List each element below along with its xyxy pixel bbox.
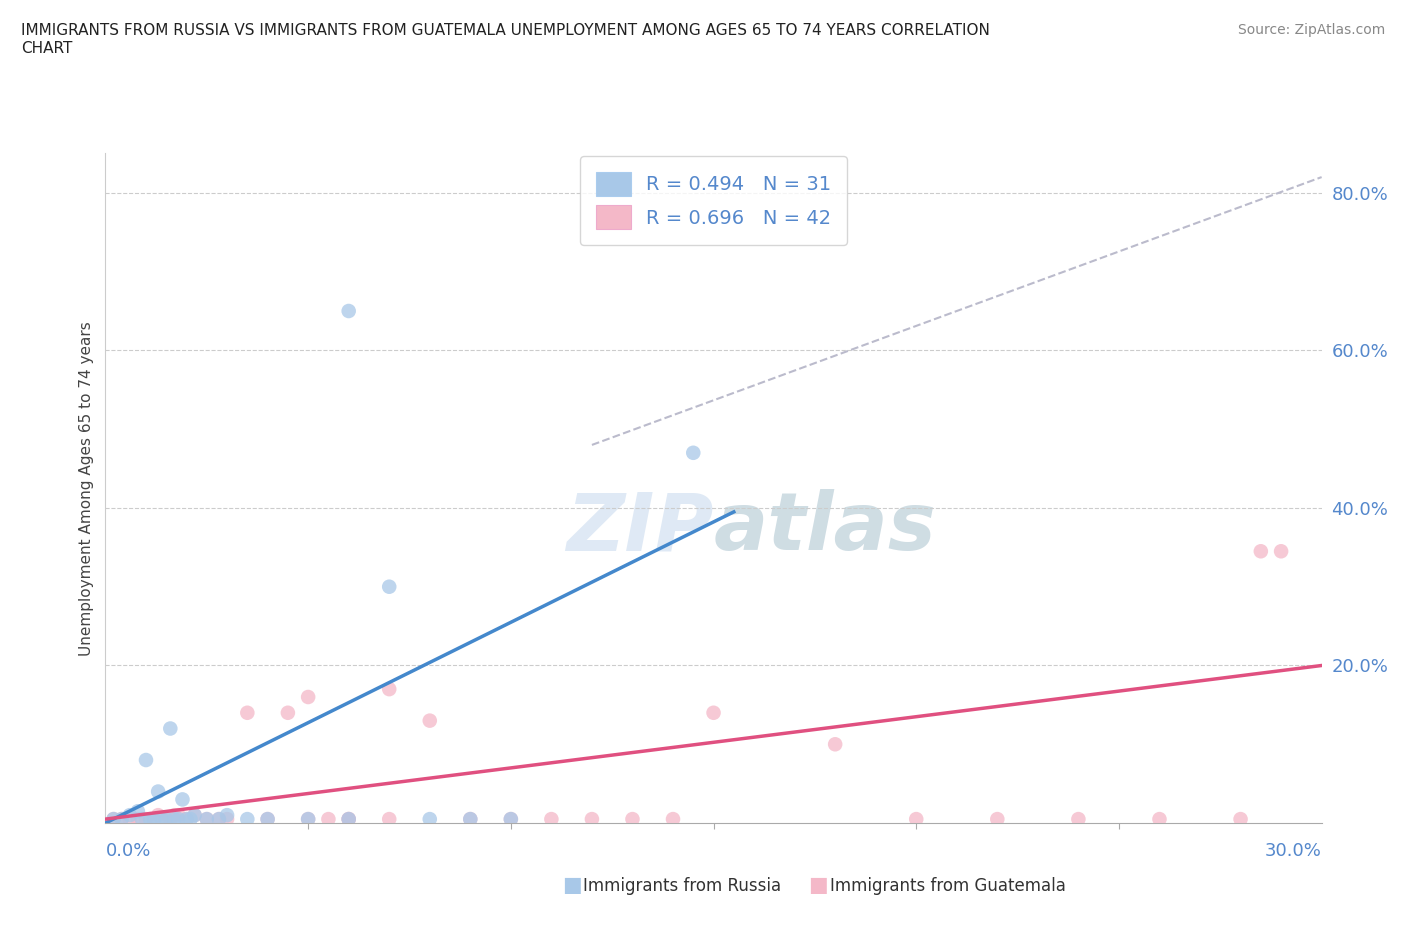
- Point: [195, 812, 218, 827]
- Point: [217, 808, 239, 823]
- Point: [986, 812, 1008, 827]
- Legend: R = 0.494   N = 31, R = 0.696   N = 42: R = 0.494 N = 31, R = 0.696 N = 42: [581, 156, 846, 245]
- Point: [824, 737, 846, 751]
- Point: [297, 812, 319, 827]
- Point: [127, 812, 149, 827]
- Point: [1270, 544, 1292, 559]
- Point: [143, 812, 166, 827]
- Point: [146, 784, 169, 799]
- Point: [208, 812, 231, 827]
- Point: [135, 812, 157, 827]
- Point: [1229, 812, 1251, 827]
- Point: [499, 812, 522, 827]
- Point: [146, 808, 169, 823]
- Point: [419, 812, 441, 827]
- Point: [180, 812, 202, 827]
- Point: [337, 303, 360, 318]
- Point: [540, 812, 562, 827]
- Point: [297, 812, 319, 827]
- Point: [127, 804, 149, 818]
- Point: [163, 812, 186, 827]
- Text: 0.0%: 0.0%: [105, 842, 150, 859]
- Point: [702, 705, 725, 720]
- Point: [155, 812, 177, 827]
- Point: [236, 812, 259, 827]
- Point: [337, 812, 360, 827]
- Point: [150, 812, 173, 827]
- Text: ■: ■: [808, 874, 828, 895]
- Text: IMMIGRANTS FROM RUSSIA VS IMMIGRANTS FROM GUATEMALA UNEMPLOYMENT AMONG AGES 65 T: IMMIGRANTS FROM RUSSIA VS IMMIGRANTS FRO…: [21, 23, 990, 56]
- Point: [118, 812, 141, 827]
- Point: [143, 812, 166, 827]
- Text: Immigrants from Russia: Immigrants from Russia: [583, 877, 782, 895]
- Point: [682, 445, 704, 460]
- Point: [1067, 812, 1090, 827]
- Text: atlas: atlas: [713, 489, 936, 567]
- Point: [167, 808, 190, 823]
- Point: [208, 812, 231, 827]
- Point: [378, 579, 401, 594]
- Text: Source: ZipAtlas.com: Source: ZipAtlas.com: [1237, 23, 1385, 37]
- Point: [167, 812, 190, 827]
- Point: [419, 713, 441, 728]
- Point: [139, 812, 162, 827]
- Point: [172, 792, 194, 807]
- Point: [176, 812, 198, 827]
- Point: [135, 752, 157, 767]
- Point: [131, 812, 153, 827]
- Point: [236, 705, 259, 720]
- Point: [318, 812, 340, 827]
- Point: [118, 808, 141, 823]
- Point: [1250, 544, 1272, 559]
- Text: ZIP: ZIP: [567, 489, 713, 567]
- Point: [159, 812, 181, 827]
- Point: [111, 812, 134, 827]
- Text: Immigrants from Guatemala: Immigrants from Guatemala: [830, 877, 1066, 895]
- Point: [277, 705, 299, 720]
- Point: [581, 812, 603, 827]
- Point: [183, 808, 205, 823]
- Point: [103, 812, 125, 827]
- Text: 30.0%: 30.0%: [1265, 842, 1322, 859]
- Point: [176, 812, 198, 827]
- Point: [621, 812, 644, 827]
- Point: [662, 812, 685, 827]
- Point: [256, 812, 278, 827]
- Point: [163, 808, 186, 823]
- Point: [337, 812, 360, 827]
- Point: [159, 721, 181, 736]
- Point: [297, 689, 319, 704]
- Point: [217, 812, 239, 827]
- Y-axis label: Unemployment Among Ages 65 to 74 years: Unemployment Among Ages 65 to 74 years: [79, 321, 94, 656]
- Text: ■: ■: [562, 874, 582, 895]
- Point: [1149, 812, 1171, 827]
- Point: [499, 812, 522, 827]
- Point: [195, 812, 218, 827]
- Point: [337, 812, 360, 827]
- Point: [111, 812, 134, 827]
- Point: [155, 812, 177, 827]
- Point: [378, 812, 401, 827]
- Point: [905, 812, 928, 827]
- Point: [458, 812, 481, 827]
- Point: [103, 812, 125, 827]
- Point: [183, 808, 205, 823]
- Point: [256, 812, 278, 827]
- Point: [378, 682, 401, 697]
- Point: [458, 812, 481, 827]
